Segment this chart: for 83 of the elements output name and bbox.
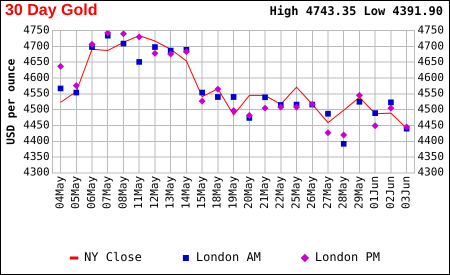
point	[340, 131, 348, 138]
y2-tick-label: 4450	[418, 118, 444, 132]
point	[199, 90, 205, 96]
y2-tick-label: 4700	[418, 39, 444, 52]
x-tick-label: 18May	[210, 176, 224, 210]
y2-tick-label: 4400	[418, 134, 444, 148]
x-tick-label: 12May	[148, 176, 161, 210]
y-tick-label: 4600	[23, 70, 50, 84]
y-tick-label: 4700	[23, 39, 50, 52]
y-tick-label: 4450	[23, 118, 50, 132]
x-tick-label: 05May	[69, 176, 82, 210]
y-tick-label: 4750	[23, 23, 50, 36]
chart-title: 30 Day Gold	[5, 2, 98, 20]
x-tick-label: 20May	[242, 176, 256, 210]
y2-tick-label: 4350	[418, 150, 444, 163]
legend-label: London AM	[196, 250, 261, 264]
point	[214, 86, 222, 93]
x-tick-label: 14May	[179, 176, 192, 210]
x-tick-label: 29May	[352, 176, 366, 210]
x-tick-label: 28May	[336, 176, 350, 210]
x-tick-label: 03Jun	[400, 176, 413, 210]
point	[262, 94, 268, 100]
point	[152, 44, 158, 50]
y2-tick-label: 4750	[418, 23, 444, 36]
point	[167, 50, 174, 58]
point	[372, 122, 379, 130]
x-tick-label: 01Jun	[368, 176, 382, 210]
point	[325, 110, 331, 117]
point	[182, 48, 190, 56]
point	[356, 98, 362, 105]
point	[72, 82, 80, 90]
point	[198, 98, 206, 105]
point	[120, 30, 127, 38]
point	[73, 90, 80, 96]
point	[120, 40, 126, 46]
point	[136, 59, 142, 65]
point	[340, 140, 347, 147]
point	[151, 50, 158, 57]
point	[215, 94, 221, 100]
y-tick-label: 4650	[23, 55, 50, 68]
text: High 4743.35 Low 4391.90	[270, 4, 443, 18]
x-tick-label: 26May	[305, 176, 318, 210]
y-axis-title: USD per ounce	[4, 58, 18, 145]
x-tick-label: 25May	[289, 176, 302, 210]
y2-tick-label: 4300	[418, 166, 444, 179]
x-tick-label: 22May	[274, 176, 287, 210]
point	[388, 100, 394, 106]
x-tick-label: 04May	[53, 176, 66, 210]
x-tick-label: 08May	[116, 176, 130, 210]
point	[262, 104, 269, 112]
point	[372, 110, 378, 116]
x-tick-label: 07May	[100, 176, 114, 210]
x-tick-label: 21May	[258, 176, 271, 210]
point	[57, 62, 64, 70]
point	[230, 107, 238, 114]
legend-label: NY Close	[84, 250, 142, 264]
point	[246, 112, 253, 119]
y-tick-label: 4350	[23, 150, 50, 163]
point	[136, 33, 143, 40]
x-tick-label: 27May	[320, 176, 334, 210]
point	[387, 104, 394, 112]
legend-label: London PM	[314, 250, 380, 264]
point	[88, 40, 96, 48]
y-tick-label: 4400	[23, 134, 50, 148]
x-tick-label: 13May	[164, 176, 177, 210]
x-tick-label: 19May	[226, 176, 240, 210]
point	[356, 92, 363, 99]
x-tick-label: 02Jun	[384, 176, 397, 210]
point	[230, 94, 236, 100]
point	[293, 104, 300, 111]
y-tick-label: 4300	[23, 166, 50, 179]
point	[324, 129, 332, 136]
y-tick-label: 4500	[23, 102, 50, 116]
y2-tick-label: 4650	[418, 55, 444, 68]
x-tick-label: 15May	[194, 176, 208, 210]
y2-tick-label: 4500	[418, 102, 444, 116]
y2-tick-label: 4550	[418, 86, 444, 100]
y2-tick-label: 4600	[418, 70, 444, 84]
point	[58, 86, 64, 92]
x-tick-label: 11May	[132, 176, 146, 210]
y-tick-label: 4550	[23, 86, 50, 100]
point	[277, 104, 284, 111]
x-tick-label: 06May	[84, 176, 98, 210]
